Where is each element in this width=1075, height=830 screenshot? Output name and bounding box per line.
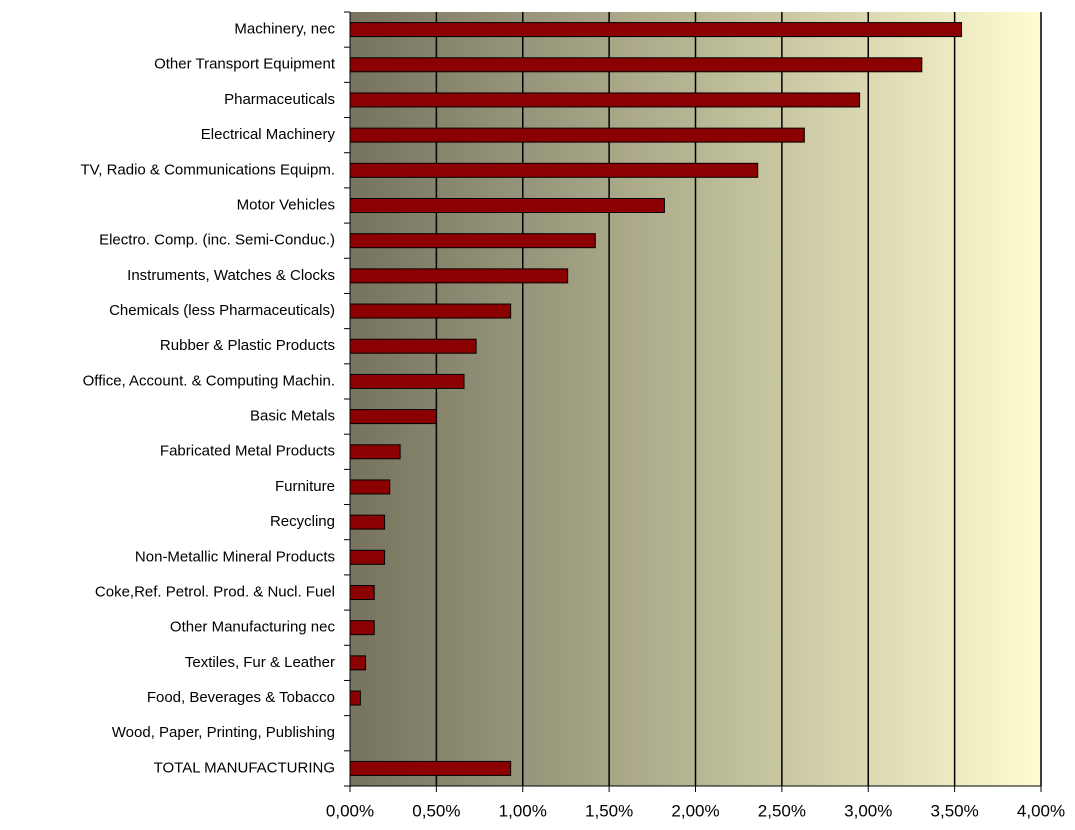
bar [349, 303, 512, 319]
x-tick-label: 3,50% [931, 801, 979, 820]
bar [349, 409, 437, 425]
y-tick-label: Furniture [275, 478, 335, 495]
y-tick-label: Other Manufacturing nec [170, 619, 336, 636]
y-tick-label: Electro. Comp. (inc. Semi-Conduc.) [99, 232, 335, 249]
bar [349, 479, 391, 495]
y-tick-label: TOTAL MANUFACTURING [154, 759, 335, 776]
x-tick-label: 2,50% [758, 801, 806, 820]
x-tick-label: 3,00% [844, 801, 892, 820]
y-tick-label: Chemicals (less Pharmaceuticals) [109, 302, 335, 319]
bar [349, 690, 361, 706]
y-tick-label: Motor Vehicles [237, 196, 335, 213]
x-tick-label: 2,00% [671, 801, 719, 820]
y-tick-label: Pharmaceuticals [224, 91, 335, 108]
bar [349, 585, 375, 600]
bar [349, 338, 477, 354]
bar [349, 162, 759, 178]
y-tick-label: Rubber & Plastic Products [160, 337, 335, 354]
y-tick-label: Coke,Ref. Petrol. Prod. & Nucl. Fuel [95, 583, 335, 600]
y-tick-label: Textiles, Fur & Leather [185, 654, 335, 671]
x-tick-label: 0,50% [412, 801, 460, 820]
y-tick-label: Food, Beverages & Tobacco [147, 689, 335, 706]
x-tick-label: 1,00% [499, 801, 547, 820]
bar [349, 92, 861, 108]
y-tick-label: TV, Radio & Communications Equipm. [80, 161, 335, 178]
y-tick-label: Recycling [270, 513, 335, 530]
y-tick-label: Office, Account. & Computing Machin. [83, 372, 335, 389]
y-tick-label: Instruments, Watches & Clocks [127, 267, 335, 284]
y-tick-label: Non-Metallic Mineral Products [135, 548, 335, 565]
y-tick-label: Machinery, nec [234, 21, 335, 38]
bar [349, 198, 665, 213]
y-tick-label: Wood, Paper, Printing, Publishing [112, 724, 335, 741]
bar [349, 127, 805, 143]
bar [349, 22, 963, 38]
bar [349, 760, 512, 776]
y-tick-label: Basic Metals [250, 408, 335, 425]
bar [349, 373, 465, 389]
bar [349, 233, 596, 249]
x-tick-label: 0,00% [326, 801, 374, 820]
bar [349, 444, 401, 460]
bar [349, 655, 367, 671]
x-tick-label: 4,00% [1017, 801, 1065, 820]
bar [349, 549, 386, 565]
bar [349, 268, 569, 284]
bar [349, 57, 923, 73]
y-tick-label: Fabricated Metal Products [160, 443, 335, 460]
bar [349, 620, 375, 636]
x-tick-label: 1,50% [585, 801, 633, 820]
bar [349, 514, 386, 530]
y-tick-label: Electrical Machinery [201, 126, 336, 143]
y-tick-label: Other Transport Equipment [154, 56, 336, 73]
